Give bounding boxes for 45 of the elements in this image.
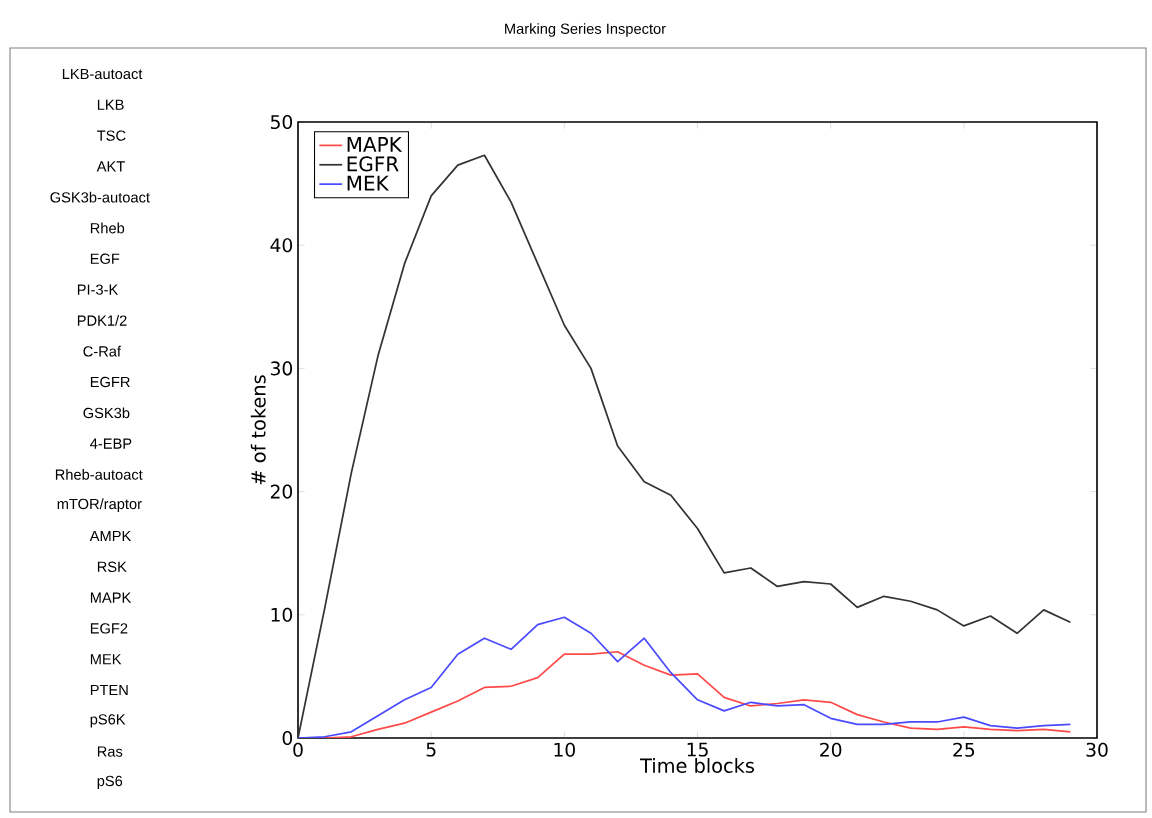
text: 4-EBP (90, 438, 132, 449)
y-tick-label: 20 (270, 484, 293, 499)
y-tick-label: 50 (270, 114, 293, 130)
y-axis-title: # of tokens (250, 375, 266, 485)
text: PI-3-K (77, 284, 119, 295)
text: LKB (97, 99, 124, 110)
text: MEK (90, 654, 122, 665)
x-axis-title: Time blocks (640, 757, 754, 773)
text: pS6 (97, 775, 123, 790)
x-tick-label: 30 (1086, 742, 1108, 757)
legend-label: EGFR (347, 156, 399, 172)
x-tick-label: 10 (554, 742, 575, 757)
legend-label: MEK (347, 175, 390, 191)
text: mTOR/raptor (57, 498, 142, 513)
text: TSC (97, 130, 126, 141)
text: MAPK (90, 592, 132, 603)
text: RSK (97, 561, 127, 572)
y-tick-label: 0 (282, 730, 293, 746)
text: PTEN (90, 684, 128, 696)
x-tick-label: 20 (820, 742, 842, 757)
text: Rheb (90, 222, 125, 234)
text: Ras (97, 746, 123, 757)
text: AKT (96, 161, 125, 172)
y-tick-label: 30 (270, 361, 293, 376)
text: EGFR (90, 376, 130, 388)
legend-label: MAPK (347, 137, 403, 152)
text: Rheb-autoact (55, 469, 143, 480)
x-tick-label: 0 (293, 742, 303, 757)
text: AMPK (89, 530, 132, 542)
text: EGF2 (90, 623, 128, 634)
y-tick-label: 40 (270, 238, 293, 253)
chart-title: Marking Series Inspector (505, 23, 666, 37)
line-series (298, 616, 1072, 738)
text: EGF (90, 253, 120, 264)
line-series (298, 154, 1072, 738)
text: C-Raf (83, 345, 122, 357)
text: pS6K (90, 714, 126, 728)
text: GSK3b-autoact (50, 191, 150, 203)
x-tick-label: 5 (426, 742, 436, 757)
text: GSK3b (83, 407, 130, 419)
text: LKB-autoact (62, 68, 143, 80)
text: PDK1/2 (77, 315, 127, 326)
y-tick-label: 10 (271, 607, 293, 622)
x-tick-label: 25 (953, 742, 975, 757)
x-tick-label: 15 (687, 742, 708, 757)
